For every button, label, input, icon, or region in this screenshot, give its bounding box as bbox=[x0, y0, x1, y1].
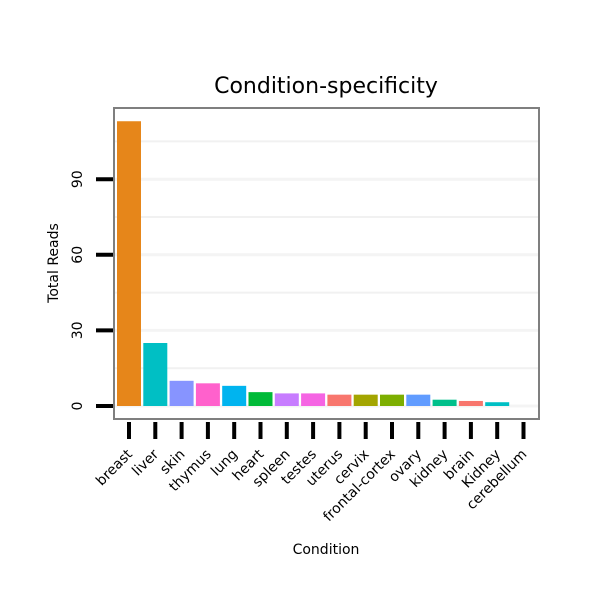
chart-title: Condition-specificity bbox=[214, 74, 438, 99]
bar-lung bbox=[222, 385, 247, 406]
bar-heart bbox=[248, 392, 273, 406]
plot-frame bbox=[113, 107, 540, 420]
bar-skin bbox=[169, 380, 194, 406]
x-axis: breastliverskinthymuslungheartspleentest… bbox=[93, 422, 530, 525]
bar-Kidney bbox=[485, 402, 510, 406]
bar-brain bbox=[458, 400, 483, 406]
x-axis-label: Condition bbox=[293, 542, 360, 558]
bar-spleen bbox=[274, 393, 299, 406]
gridlines bbox=[114, 140, 539, 408]
bars bbox=[117, 121, 510, 407]
bar-kidney bbox=[432, 399, 457, 406]
y-axis-label: Total Reads bbox=[46, 223, 62, 304]
y-axis: 0 30 60 90 bbox=[70, 170, 113, 410]
y-tick-label: 30 bbox=[70, 321, 86, 339]
y-tick-label: 0 bbox=[70, 402, 86, 411]
bar-uterus bbox=[327, 394, 352, 406]
x-tick-label: liver bbox=[129, 446, 162, 479]
bar-breast bbox=[117, 121, 141, 407]
bar-frontal-cortex bbox=[380, 394, 404, 406]
bar-liver bbox=[143, 343, 168, 406]
bar-cervix bbox=[353, 394, 378, 406]
y-tick-label: 90 bbox=[70, 170, 86, 188]
bar-testes bbox=[301, 393, 326, 406]
y-tick-label: 60 bbox=[70, 246, 86, 264]
bar-thymus bbox=[195, 383, 220, 406]
bar-ovary bbox=[406, 394, 431, 406]
